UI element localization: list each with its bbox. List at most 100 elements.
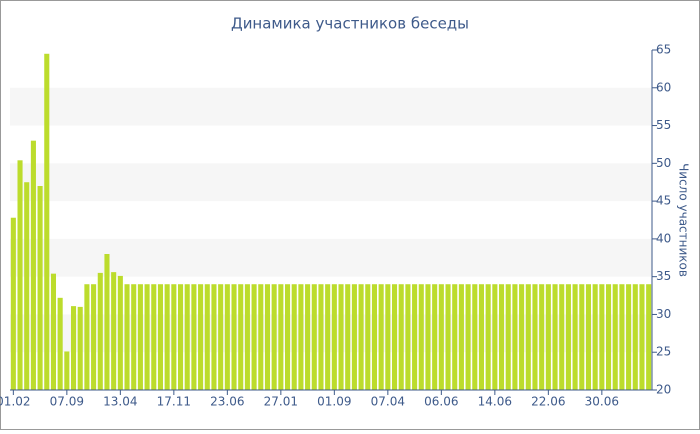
bar [572, 284, 578, 390]
bar [338, 284, 344, 390]
bar [585, 284, 592, 390]
bar [258, 284, 264, 390]
x-tick-label: 06.06 [424, 395, 458, 409]
bar [30, 140, 36, 390]
x-tick-label: 30.06 [585, 395, 619, 409]
bar [458, 284, 464, 390]
bar [498, 284, 505, 390]
bar [191, 284, 197, 390]
bar [532, 284, 538, 390]
bar [198, 284, 204, 390]
bar [612, 284, 618, 390]
bar [177, 284, 184, 390]
bar [592, 284, 598, 390]
x-tick-label: 17.11 [157, 395, 191, 409]
grid-band [10, 238, 652, 277]
bar [204, 284, 210, 390]
bar [605, 284, 612, 390]
bar [111, 272, 117, 390]
bar [519, 284, 525, 390]
bar [385, 284, 391, 390]
bar [184, 284, 190, 390]
bar [117, 275, 123, 390]
y-tick-label: 65 [656, 43, 671, 57]
bar [405, 284, 411, 390]
bar [284, 284, 291, 390]
bar [97, 272, 103, 390]
bar [485, 284, 491, 390]
x-tick-label: 14.06 [478, 395, 512, 409]
bar [639, 284, 645, 390]
y-tick-label: 25 [656, 345, 671, 359]
bar [619, 284, 625, 390]
bar [331, 284, 337, 390]
bar [525, 284, 531, 390]
bar [131, 284, 137, 390]
bar [238, 284, 244, 390]
bar [44, 53, 50, 391]
y-tick-label: 30 [656, 307, 671, 321]
bar [104, 254, 110, 390]
y-axis-title: Число участников [677, 163, 691, 277]
bar [157, 284, 164, 390]
bar [632, 284, 638, 390]
x-tick-label: 27.01 [264, 395, 298, 409]
bar [91, 284, 97, 390]
bar [251, 284, 257, 390]
bar [278, 284, 284, 390]
bar [465, 284, 471, 390]
y-tick-label: 40 [656, 231, 671, 245]
bar [545, 284, 551, 390]
x-tick-label: 07.09 [50, 395, 84, 409]
bar [77, 306, 83, 390]
bar [398, 284, 404, 390]
bar [438, 284, 444, 390]
bar [271, 284, 277, 390]
grid-band [10, 87, 652, 126]
bar [144, 284, 150, 390]
bar [137, 284, 143, 390]
bar [345, 284, 351, 390]
bar [559, 284, 565, 390]
bar [57, 297, 63, 390]
bar [418, 284, 424, 390]
bar [626, 284, 632, 390]
bar [646, 284, 652, 390]
bar [218, 284, 224, 390]
bar [311, 284, 317, 390]
bar [24, 182, 30, 390]
bar [318, 284, 324, 390]
bar [351, 284, 357, 390]
bar [579, 284, 585, 390]
bar [231, 284, 237, 390]
bar [599, 284, 605, 390]
bar [358, 284, 364, 390]
x-tick-label: 07.04 [371, 395, 405, 409]
bar [291, 284, 297, 390]
bar [432, 284, 438, 390]
x-tick-label: 13.04 [103, 395, 137, 409]
bar [492, 284, 498, 390]
y-tick-label: 45 [656, 194, 671, 208]
bar [305, 284, 311, 390]
bar [325, 284, 331, 390]
x-tick-label: 01.09 [317, 395, 351, 409]
bar [472, 284, 478, 390]
bar [50, 273, 57, 390]
bar [244, 284, 250, 390]
bar [452, 284, 458, 390]
grid-band [10, 163, 652, 202]
x-tick-label: 23.06 [210, 395, 244, 409]
x-tick-label: 01.02 [0, 395, 31, 409]
bar [211, 284, 217, 390]
bar [445, 284, 451, 390]
bar [478, 284, 485, 390]
bar [565, 284, 571, 390]
bar [151, 284, 157, 390]
bar [64, 351, 70, 390]
y-tick-label: 20 [656, 383, 671, 397]
bar [70, 306, 77, 390]
bar [371, 284, 378, 390]
y-tick-label: 35 [656, 269, 671, 283]
